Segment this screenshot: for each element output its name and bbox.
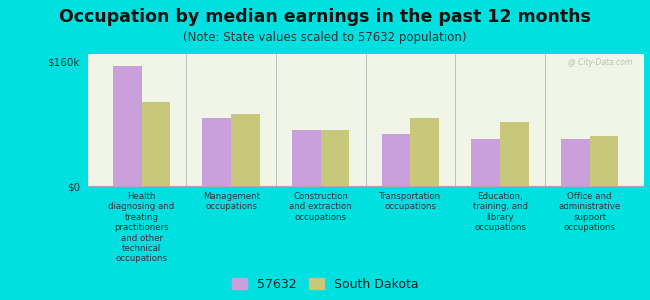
Text: (Note: State values scaled to 57632 population): (Note: State values scaled to 57632 popu… (183, 32, 467, 44)
Bar (500, 122, 528, 186)
Text: Occupation by median earnings in the past 12 months: Occupation by median earnings in the pas… (59, 8, 591, 26)
Bar (382, 134, 410, 186)
Bar (321, 130, 350, 186)
Text: @ City-Data.com: @ City-Data.com (568, 58, 632, 67)
Bar (590, 136, 618, 186)
Text: Transportation
occupations: Transportation occupations (380, 192, 441, 212)
Text: Construction
and extraction
occupations: Construction and extraction occupations (289, 192, 352, 222)
Bar (142, 102, 170, 186)
Bar (561, 140, 590, 186)
Text: Health
diagnosing and
treating
practitioners
and other
technical
occupations: Health diagnosing and treating practitio… (109, 192, 175, 263)
Legend: 57632, South Dakota: 57632, South Dakota (231, 278, 419, 291)
Bar (410, 118, 439, 186)
Text: Management
occupations: Management occupations (203, 192, 259, 212)
Text: Office and
administrative
support
occupations: Office and administrative support occupa… (558, 192, 621, 232)
Bar (113, 66, 142, 186)
Bar (471, 140, 500, 186)
Bar (231, 114, 260, 186)
Bar (203, 118, 231, 186)
Bar (292, 130, 321, 186)
Text: Education,
training, and
library
occupations: Education, training, and library occupat… (473, 192, 528, 232)
